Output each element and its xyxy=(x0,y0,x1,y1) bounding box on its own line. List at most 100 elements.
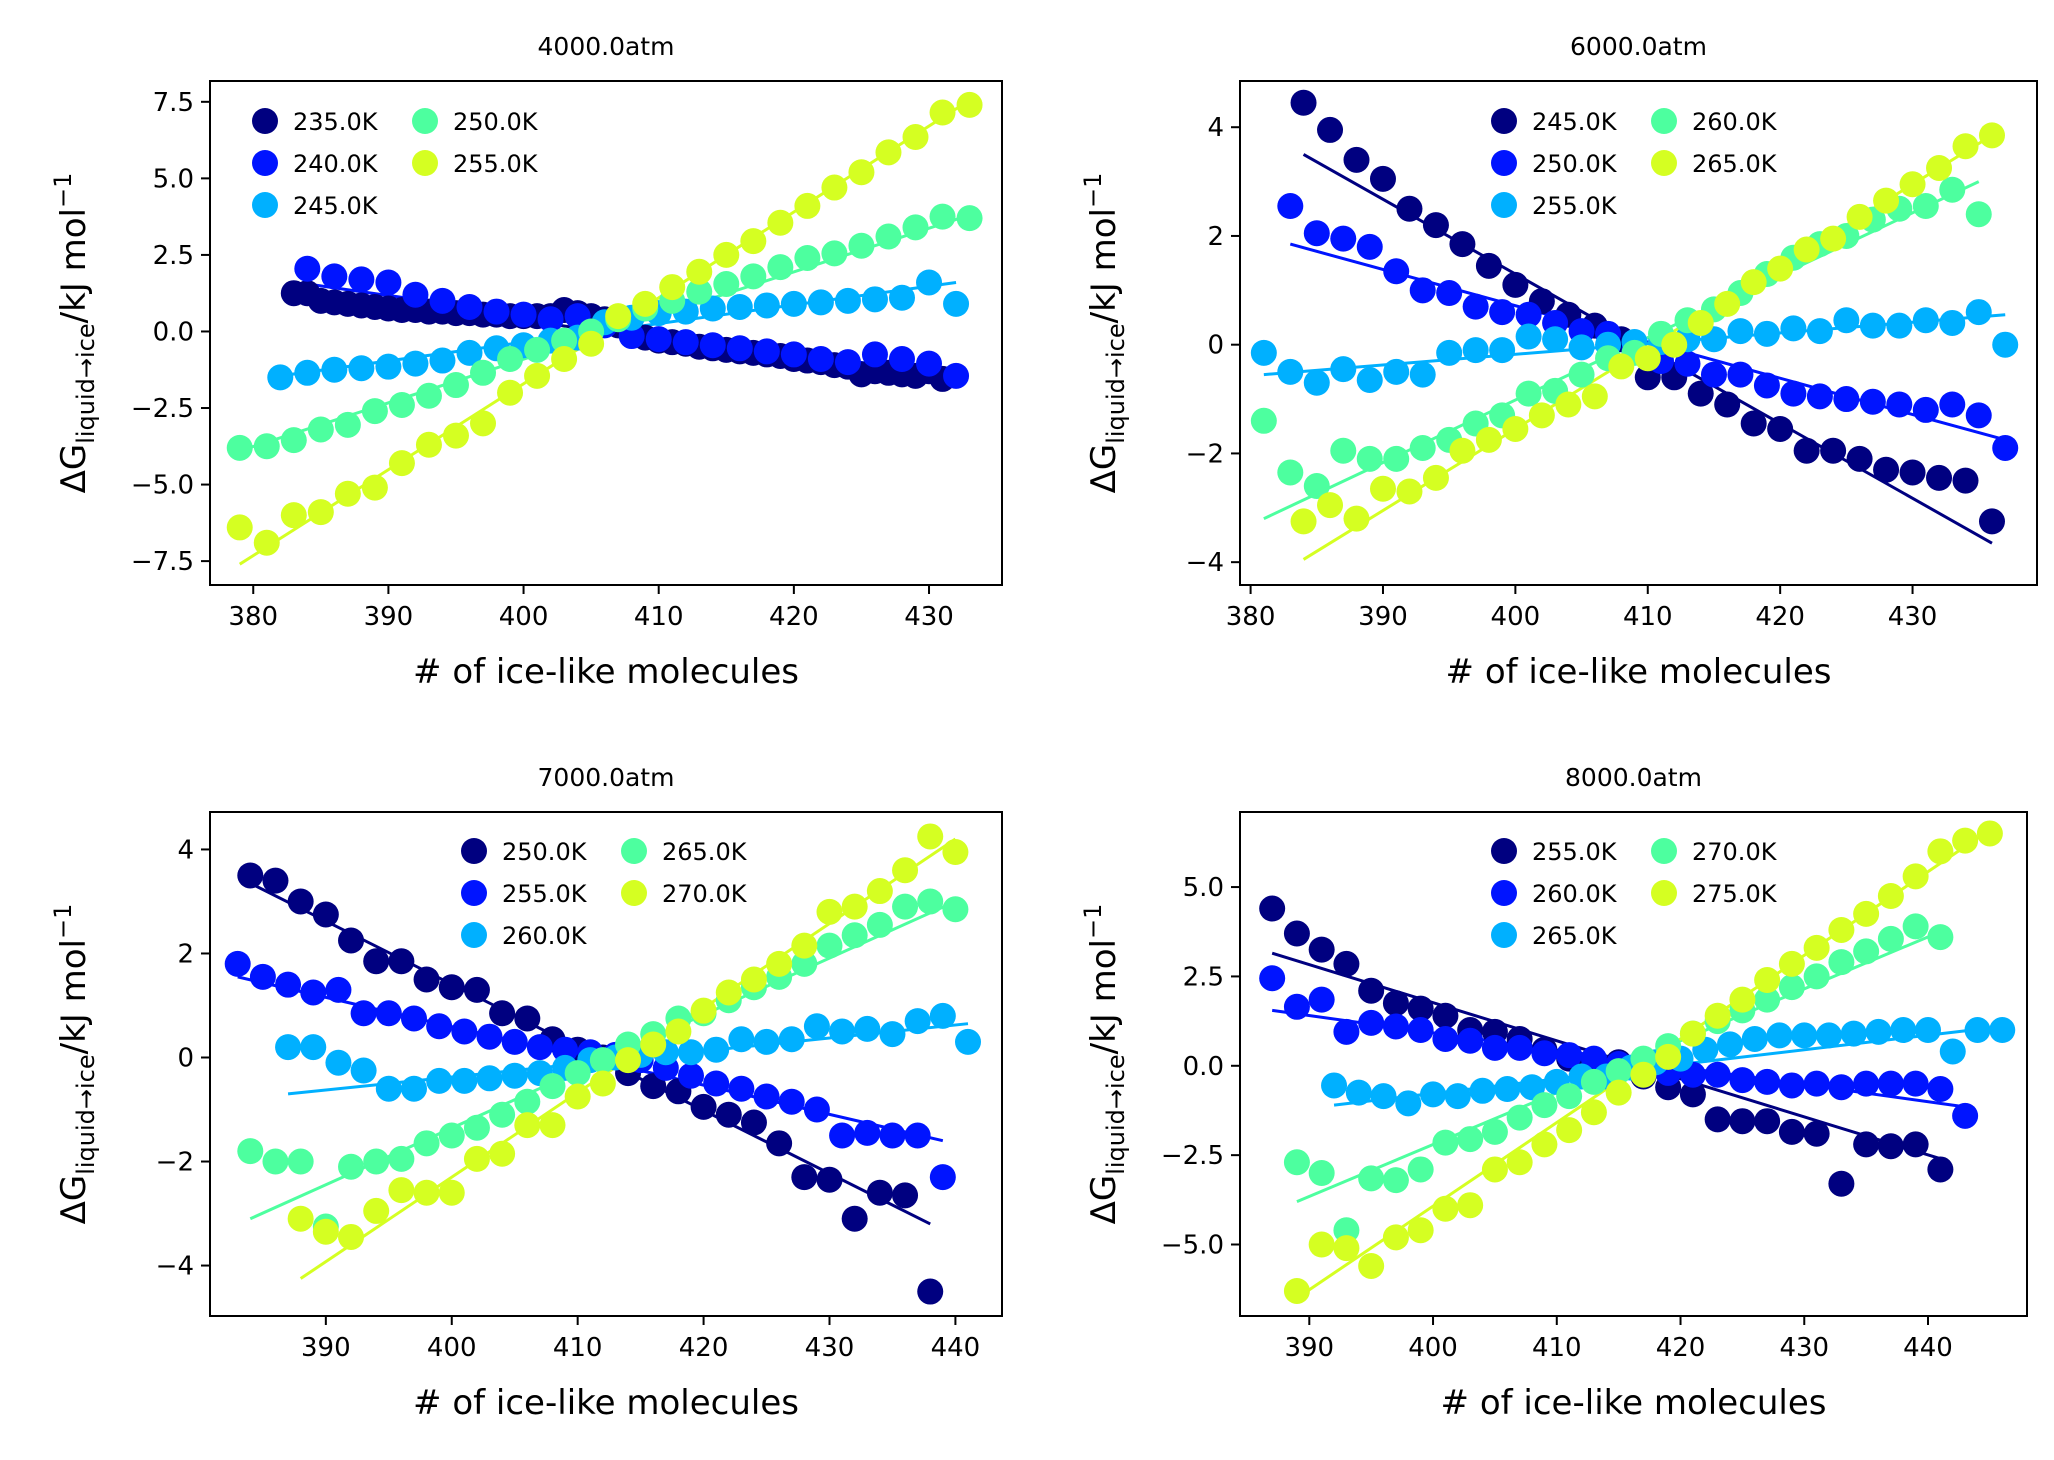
data-point-250.0K xyxy=(514,1005,541,1032)
data-point-250.0K xyxy=(489,1000,516,1027)
data-point-250.0K xyxy=(262,867,289,894)
data-point-265.0K xyxy=(841,922,868,949)
x-tick-label: 410 xyxy=(634,602,684,632)
x-tick-label: 420 xyxy=(1656,1333,1706,1363)
data-point-255.0K xyxy=(1568,334,1595,361)
data-point-270.0K xyxy=(1481,1118,1508,1145)
data-point-255.0K xyxy=(1778,1118,1805,1145)
data-point-250.0K xyxy=(929,203,956,230)
data-point-245.0K xyxy=(1899,459,1926,486)
data-point-240.0K xyxy=(753,338,780,365)
data-point-270.0K xyxy=(841,893,868,920)
x-tick-label: 380 xyxy=(1226,602,1276,632)
data-point-255.0K xyxy=(659,274,686,301)
data-point-255.0K xyxy=(442,422,469,449)
data-point-255.0K xyxy=(794,192,821,219)
data-point-260.0K xyxy=(1965,201,1992,228)
data-point-270.0K xyxy=(816,898,843,925)
data-point-265.0K xyxy=(942,896,969,923)
y-axis-label: ΔGliquid→ice/kJ mol−1 xyxy=(1079,904,1130,1225)
data-point-270.0K xyxy=(438,1179,465,1206)
plot-area xyxy=(1259,820,2016,1304)
data-point-250.0K xyxy=(1859,388,1886,415)
data-point-260.0K xyxy=(1383,445,1410,472)
data-point-275.0K xyxy=(1828,916,1855,943)
data-point-275.0K xyxy=(1630,1061,1657,1088)
legend-label: 265.0K xyxy=(1532,922,1618,950)
data-point-270.0K xyxy=(1457,1126,1484,1153)
data-point-265.0K xyxy=(1475,426,1502,453)
data-point-255.0K xyxy=(875,139,902,166)
y-tick-label: 7.5 xyxy=(153,88,194,118)
data-point-255.0K xyxy=(253,529,280,556)
data-point-255.0K xyxy=(778,1088,805,1115)
data-point-240.0K xyxy=(456,293,483,320)
data-point-260.0K xyxy=(879,1021,906,1048)
y-axis-label-superscript: −1 xyxy=(49,904,77,939)
data-point-260.0K xyxy=(275,1034,302,1061)
data-point-255.0K xyxy=(388,450,415,477)
data-point-265.0K xyxy=(514,1088,541,1115)
data-point-245.0K xyxy=(888,284,915,311)
chart-title: 4000.0atm xyxy=(538,32,675,61)
data-point-270.0K xyxy=(1531,1092,1558,1119)
y-axis-label-superscript: −1 xyxy=(49,173,77,208)
data-point-245.0K xyxy=(1714,391,1741,418)
data-point-255.0K xyxy=(497,379,524,406)
legend-label: 265.0K xyxy=(1692,150,1778,178)
data-point-275.0K xyxy=(1902,863,1929,890)
data-point-260.0K xyxy=(1556,1042,1583,1069)
x-tick-label: 410 xyxy=(553,1333,603,1363)
data-point-240.0K xyxy=(537,306,564,333)
axes-frame xyxy=(1239,811,2028,1317)
data-point-255.0K xyxy=(848,159,875,186)
data-point-265.0K xyxy=(489,1101,516,1128)
data-point-250.0K xyxy=(841,1205,868,1232)
legend-label: 245.0K xyxy=(293,192,379,220)
data-point-270.0K xyxy=(1556,1083,1583,1110)
y-tick-label: 0.0 xyxy=(153,317,194,347)
data-point-270.0K xyxy=(690,997,717,1024)
x-tick-label: 420 xyxy=(769,602,819,632)
legend-label: 255.0K xyxy=(502,880,588,908)
data-point-270.0K xyxy=(1506,1104,1533,1131)
x-axis-label: # of ice-like molecules xyxy=(1441,1383,1827,1423)
x-tick-label: 390 xyxy=(1284,1333,1334,1363)
data-point-255.0K xyxy=(1283,920,1310,947)
data-point-275.0K xyxy=(1283,1277,1310,1304)
data-point-255.0K xyxy=(1436,339,1463,366)
data-point-250.0K xyxy=(740,1109,767,1136)
data-point-255.0K xyxy=(1489,337,1516,364)
data-point-255.0K xyxy=(803,1096,830,1123)
data-point-245.0K xyxy=(1740,410,1767,437)
legend-marker-240.0K xyxy=(252,150,278,176)
data-point-260.0K xyxy=(778,1026,805,1053)
data-point-245.0K xyxy=(726,293,753,320)
y-tick-label: 4 xyxy=(177,835,194,865)
legend-marker-255.0K xyxy=(412,150,438,176)
data-point-265.0K xyxy=(1369,475,1396,502)
chart-title: 8000.0atm xyxy=(1565,763,1702,792)
data-point-255.0K xyxy=(334,480,361,507)
data-point-250.0K xyxy=(334,411,361,438)
data-point-275.0K xyxy=(1704,1002,1731,1029)
data-point-265.0K xyxy=(413,1130,440,1157)
chart-title: 7000.0atm xyxy=(538,763,675,792)
data-point-265.0K xyxy=(791,950,818,977)
data-point-270.0K xyxy=(1877,925,1904,952)
data-point-255.0K xyxy=(902,124,929,151)
data-point-265.0K xyxy=(1793,236,1820,263)
data-point-260.0K xyxy=(1803,1070,1830,1097)
data-point-255.0K xyxy=(879,1122,906,1149)
data-point-260.0K xyxy=(1531,1040,1558,1067)
data-point-240.0K xyxy=(672,329,699,356)
data-point-240.0K xyxy=(429,287,456,314)
data-point-245.0K xyxy=(1422,212,1449,239)
data-point-255.0K xyxy=(1250,339,1277,366)
data-point-255.0K xyxy=(929,1164,956,1191)
legend-label: 245.0K xyxy=(1532,108,1618,136)
data-point-260.0K xyxy=(1704,1061,1731,1088)
x-tick-label: 400 xyxy=(1491,602,1541,632)
data-point-275.0K xyxy=(1382,1224,1409,1251)
